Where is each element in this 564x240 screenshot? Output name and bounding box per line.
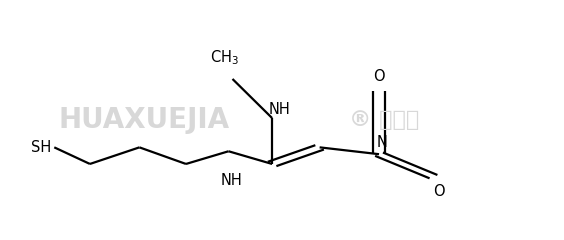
Text: CH$_3$: CH$_3$ xyxy=(210,48,239,67)
Text: N: N xyxy=(376,134,387,150)
Text: NH: NH xyxy=(269,102,291,117)
Text: O: O xyxy=(433,184,445,199)
Text: ® 化学加: ® 化学加 xyxy=(349,110,419,130)
Text: SH: SH xyxy=(31,140,51,155)
Text: HUAXUEJIA: HUAXUEJIA xyxy=(59,106,230,134)
Text: O: O xyxy=(373,69,385,84)
Text: NH: NH xyxy=(221,173,243,188)
